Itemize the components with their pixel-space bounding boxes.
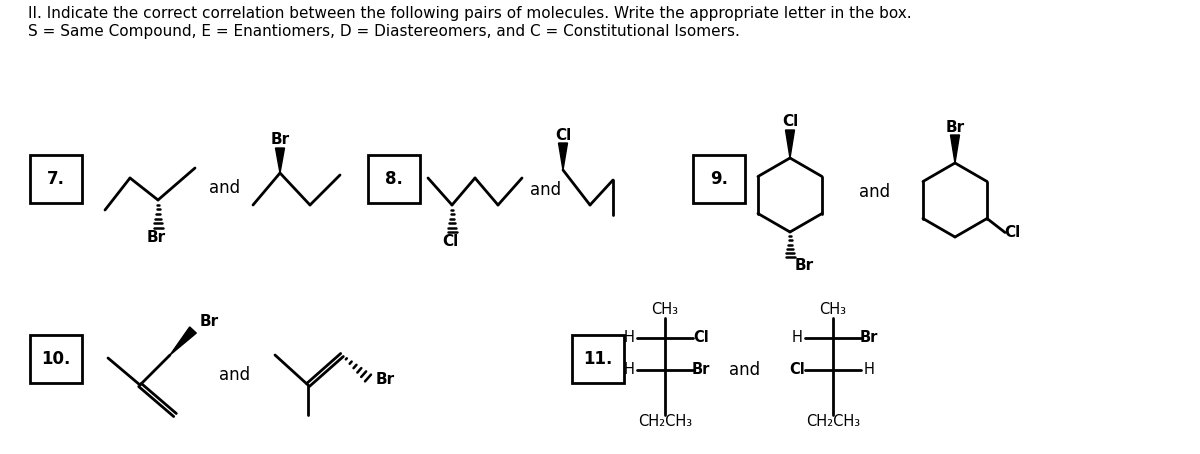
Text: Cl: Cl [442,235,458,250]
Text: 10.: 10. [41,350,71,368]
Text: and: and [220,366,251,384]
Text: CH₂CH₃: CH₂CH₃ [806,415,860,429]
Text: 7.: 7. [47,170,65,188]
Text: Br: Br [200,315,220,330]
Text: and: and [859,183,890,201]
Text: and: and [210,179,240,197]
Text: CH₃: CH₃ [820,302,846,317]
Text: 8.: 8. [385,170,403,188]
Bar [30,335,82,383]
Text: 11.: 11. [583,350,613,368]
Bar [572,335,624,383]
Bar [368,155,420,203]
Text: Br: Br [946,119,965,134]
Text: H: H [624,362,635,377]
Text: Cl: Cl [782,114,798,129]
Text: and: and [530,181,562,199]
Bar [30,155,82,203]
Text: Cl: Cl [694,331,709,345]
Polygon shape [170,327,197,355]
Text: Cl: Cl [554,128,571,143]
Text: Br: Br [692,362,710,377]
Text: CH₃: CH₃ [652,302,678,317]
Text: Br: Br [146,231,166,246]
Text: Cl: Cl [790,362,805,377]
Polygon shape [786,130,794,158]
Text: S = Same Compound, E = Enantiomers, D = Diastereomers, and C = Constitutional Is: S = Same Compound, E = Enantiomers, D = … [28,24,740,39]
Text: CH₂CH₃: CH₂CH₃ [638,415,692,429]
Text: Br: Br [860,331,878,345]
Polygon shape [950,135,960,163]
Polygon shape [276,148,284,173]
Text: H: H [864,362,875,377]
Text: II. Indicate the correct correlation between the following pairs of molecules. W: II. Indicate the correct correlation bet… [28,6,912,21]
Bar [694,155,745,203]
Text: H: H [624,331,635,345]
Text: Br: Br [794,258,814,273]
Polygon shape [558,143,568,170]
Text: Br: Br [376,372,395,388]
Text: Br: Br [270,133,289,148]
Text: Cl: Cl [1004,225,1020,240]
Text: and: and [730,361,761,379]
Text: 9.: 9. [710,170,728,188]
Text: H: H [792,331,803,345]
